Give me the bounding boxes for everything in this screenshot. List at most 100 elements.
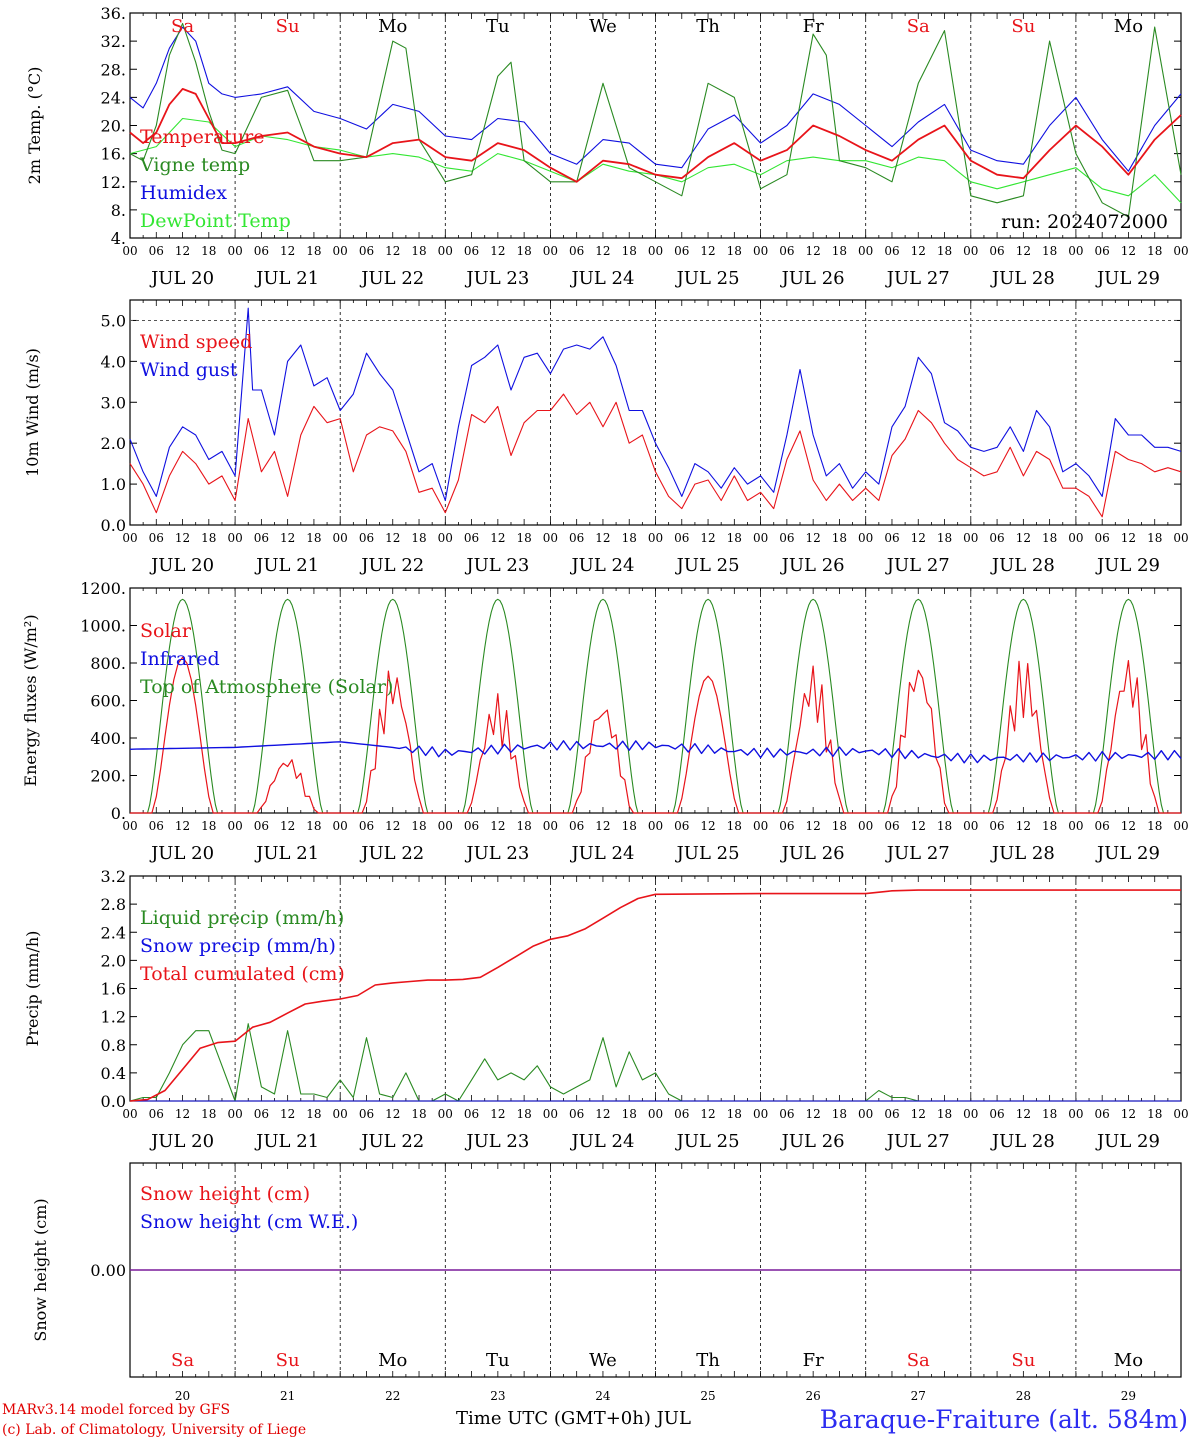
hour-tick-label: 12 <box>385 1107 400 1121</box>
date-label: JUL 22 <box>359 1131 424 1152</box>
date-label: JUL 21 <box>254 1131 319 1152</box>
weekday-label: Mo <box>1114 1350 1143 1371</box>
y-tick-label: 0.0 <box>101 1092 126 1111</box>
y-axis-label: Snow height (cm) <box>31 1198 50 1341</box>
hour-tick-label: 00 <box>1068 244 1083 258</box>
hour-tick-label: 18 <box>516 244 531 258</box>
run-label: run: 2024072000 <box>1001 211 1168 233</box>
hour-tick-label: 12 <box>700 1107 715 1121</box>
hour-tick-label: 06 <box>359 244 374 258</box>
hour-tick-label: 06 <box>884 531 899 545</box>
hour-tick-label: 06 <box>149 531 164 545</box>
hour-tick-label: 00 <box>753 819 768 833</box>
series-solar <box>130 656 1181 814</box>
hour-tick-label: 00 <box>122 244 137 258</box>
y-tick-label: 1200. <box>80 579 126 598</box>
y-tick-label: 5.0 <box>101 311 126 330</box>
hour-tick-label: 06 <box>359 1107 374 1121</box>
weekday-label: Fr <box>803 1350 824 1371</box>
hour-tick-label: 00 <box>858 531 873 545</box>
hour-tick-label: 06 <box>674 531 689 545</box>
weekday-label: Tu <box>486 16 510 37</box>
hour-tick-label: 18 <box>1042 1107 1057 1121</box>
date-label: JUL 24 <box>569 268 634 289</box>
date-label: JUL 20 <box>149 1131 214 1152</box>
y-axis-label: 10m Wind (m/s) <box>23 348 42 477</box>
series-infrared <box>129 740 1182 764</box>
hour-tick-label: 12 <box>595 244 610 258</box>
hour-tick-label: 12 <box>385 244 400 258</box>
hour-tick-label: 18 <box>1042 244 1057 258</box>
y-tick-label: 36. <box>101 4 126 23</box>
hour-tick-label: 00 <box>1068 531 1083 545</box>
y-tick-label: 3.2 <box>101 867 126 886</box>
hour-tick-label: 12 <box>806 531 821 545</box>
legend-item: Solar <box>140 620 192 642</box>
hour-tick-label: 06 <box>254 244 269 258</box>
hour-tick-label: 12 <box>595 1107 610 1121</box>
hour-tick-label: 12 <box>806 819 821 833</box>
hour-tick-label: 18 <box>622 531 637 545</box>
y-tick-label: 2.4 <box>101 923 126 942</box>
day-number-label: 29 <box>1121 1389 1136 1403</box>
hour-tick-label: 00 <box>227 244 242 258</box>
hour-tick-label: 06 <box>779 244 794 258</box>
panel-5: 0.00 Snow height (cm) Snow height (cm) Snow… <box>31 1162 1182 1403</box>
date-label: JUL 25 <box>675 1131 740 1152</box>
hour-tick-label: 06 <box>149 819 164 833</box>
hour-tick-label: 12 <box>490 819 505 833</box>
y-tick-label: 0.8 <box>101 1036 126 1055</box>
hour-tick-label: 18 <box>727 531 742 545</box>
weekday-label: Su <box>1011 1350 1035 1371</box>
weekday-label: Mo <box>1114 16 1143 37</box>
series-wind-speed <box>129 393 1182 518</box>
hour-tick-label: 06 <box>464 1107 479 1121</box>
hour-tick-label: 06 <box>1095 531 1110 545</box>
hour-tick-label: 06 <box>464 244 479 258</box>
hour-tick-label: 12 <box>1016 244 1031 258</box>
y-tick-label: 0.0 <box>101 516 126 535</box>
hour-tick-label: 12 <box>280 1107 295 1121</box>
hour-tick-label: 00 <box>543 1107 558 1121</box>
y-tick-label: 32. <box>101 32 126 51</box>
y-tick-label: 12. <box>101 173 126 192</box>
hour-tick-label: 12 <box>911 819 926 833</box>
hour-tick-label: 06 <box>989 531 1004 545</box>
y-tick-label: 16. <box>101 145 126 164</box>
hour-tick-label: 00 <box>122 819 137 833</box>
legend-item: Snow precip (mm/h) <box>140 935 336 957</box>
date-label: JUL 21 <box>254 843 319 864</box>
hour-tick-label: 12 <box>1016 819 1031 833</box>
hour-tick-label: 12 <box>911 531 926 545</box>
hour-tick-label: 12 <box>280 244 295 258</box>
panel-1: 4. 8. 12. 16. 20. 24. 28. 32. 36. 2m Temp. (°C) Sa… <box>25 4 1189 289</box>
y-tick-label: 4. <box>111 229 126 248</box>
hour-tick-label: 00 <box>1173 1107 1188 1121</box>
hour-tick-label: 12 <box>385 819 400 833</box>
x-axis-title: Time UTC (GMT+0h) JUL <box>456 1408 691 1429</box>
hour-tick-label: 00 <box>753 244 768 258</box>
weekday-label: Mo <box>378 1350 407 1371</box>
hour-tick-label: 18 <box>411 244 426 258</box>
hour-tick-label: 18 <box>306 1107 321 1121</box>
hour-tick-label: 06 <box>569 1107 584 1121</box>
hour-tick-label: 00 <box>122 1107 137 1121</box>
y-tick-label: 400. <box>90 729 126 748</box>
hour-tick-label: 18 <box>516 531 531 545</box>
y-tick-label: 2.0 <box>101 434 126 453</box>
plot-frame <box>129 299 1182 526</box>
hour-tick-label: 18 <box>1147 1107 1162 1121</box>
date-label: JUL 20 <box>149 843 214 864</box>
hour-tick-label: 12 <box>1121 819 1136 833</box>
hour-tick-label: 06 <box>149 244 164 258</box>
hour-tick-label: 00 <box>858 819 873 833</box>
date-label: JUL 21 <box>254 555 319 576</box>
hour-tick-label: 00 <box>438 531 453 545</box>
hour-tick-label: 06 <box>779 819 794 833</box>
y-axis-label: Precip (mm/h) <box>23 931 42 1047</box>
date-label: JUL 29 <box>1095 555 1160 576</box>
date-label: JUL 23 <box>464 555 529 576</box>
hour-tick-label: 00 <box>333 819 348 833</box>
weekday-label: Tu <box>486 1350 510 1371</box>
hour-tick-label: 00 <box>227 1107 242 1121</box>
